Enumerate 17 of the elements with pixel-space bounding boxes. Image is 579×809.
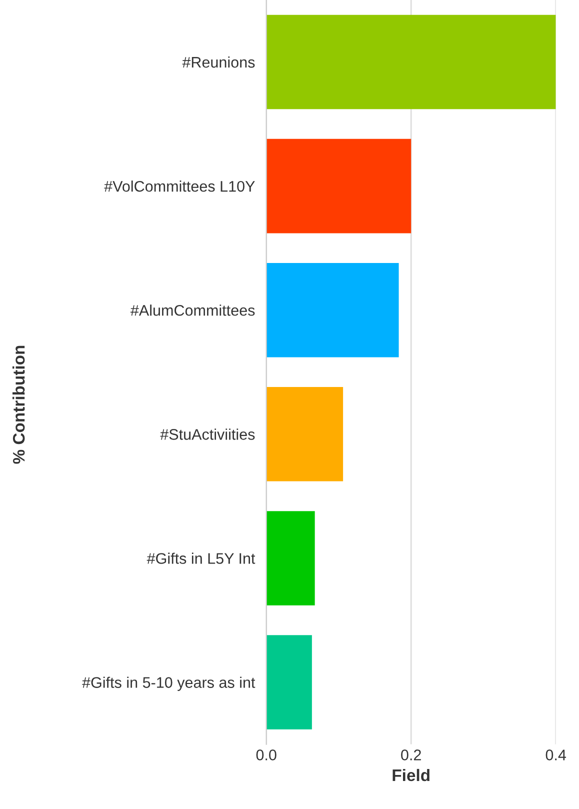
y-tick-label: #StuActiviities [160,428,255,440]
y-tick-label: #Gifts in 5-10 years as int [82,676,256,691]
y-tick-label: #Gifts in L5Y Int [146,552,256,564]
bar [266,14,556,110]
bar [266,262,399,358]
y-tick-label: #AlumCommittees [130,304,255,316]
bar [266,138,412,234]
x-tick-label: 0.2 [401,750,421,760]
y-axis-title: % Contribution [12,346,25,464]
x-tick-label: 0.0 [256,750,276,760]
bar [266,635,312,730]
bar [266,387,344,482]
x-axis-title: Field [392,768,430,782]
bar [266,511,315,606]
x-tick-label: 0.4 [546,750,566,760]
y-tick-label: #VolCommittees L10Y [104,180,255,192]
y-tick-label: #Reunions [182,56,255,68]
